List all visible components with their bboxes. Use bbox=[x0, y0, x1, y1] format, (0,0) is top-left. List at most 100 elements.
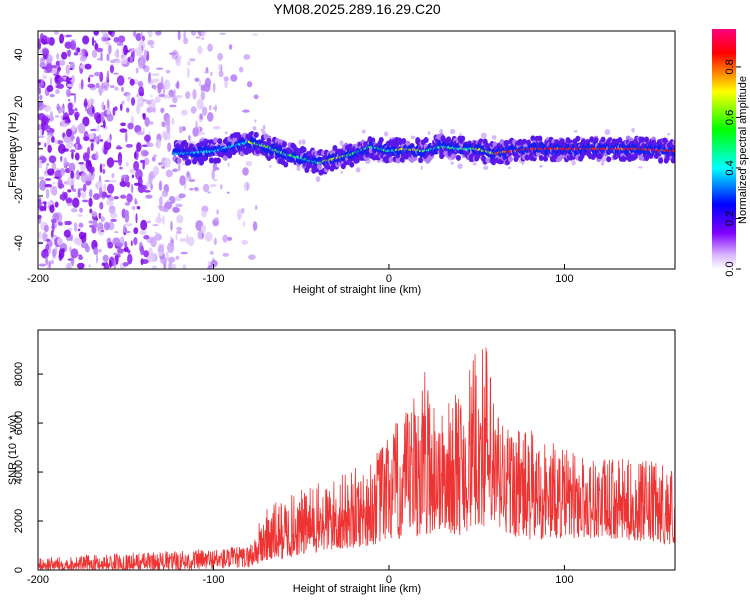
noise-blob bbox=[95, 82, 100, 89]
noise-blob bbox=[69, 246, 72, 253]
faint-speck bbox=[298, 139, 302, 146]
ridge-halo bbox=[246, 147, 252, 154]
noise-blob bbox=[137, 96, 145, 108]
noise-blob bbox=[167, 95, 171, 100]
ridge-halo bbox=[559, 138, 565, 145]
noise-blob bbox=[214, 104, 218, 112]
noise-blob bbox=[45, 244, 50, 251]
noise-blob bbox=[88, 189, 93, 198]
noise-blob bbox=[148, 173, 153, 185]
noise-blob bbox=[38, 214, 42, 219]
noise-blob bbox=[157, 252, 164, 256]
noise-blob bbox=[148, 252, 157, 263]
noise-blob bbox=[150, 236, 157, 248]
noise-blob bbox=[175, 94, 183, 99]
ridge-halo bbox=[507, 156, 513, 163]
noise-blob bbox=[75, 238, 82, 246]
noise-blob bbox=[213, 237, 217, 246]
noise-blob bbox=[66, 128, 72, 138]
noise-blob bbox=[41, 35, 48, 40]
noise-blob bbox=[207, 191, 211, 194]
noise-blob bbox=[91, 211, 98, 217]
noise-blob bbox=[139, 229, 147, 235]
colorbar-gradient bbox=[712, 29, 736, 269]
noise-blob bbox=[101, 163, 106, 168]
noise-blob bbox=[69, 61, 74, 66]
noise-blob bbox=[98, 134, 101, 141]
noise-blob bbox=[51, 186, 58, 196]
noise-blob bbox=[103, 120, 106, 129]
faint-speck bbox=[457, 163, 463, 170]
noise-blob bbox=[224, 131, 228, 135]
noise-blob bbox=[59, 59, 66, 66]
noise-blob bbox=[106, 53, 110, 62]
noise-blob bbox=[38, 230, 42, 240]
noise-blob bbox=[213, 125, 221, 130]
noise-blob bbox=[96, 124, 100, 132]
faint-speck bbox=[601, 157, 606, 163]
noise-blob bbox=[179, 175, 186, 186]
noise-blob bbox=[106, 157, 115, 168]
ridge-halo bbox=[639, 136, 645, 143]
noise-blob bbox=[192, 127, 199, 137]
noise-blob bbox=[49, 204, 55, 214]
ridge-halo bbox=[617, 137, 623, 144]
noise-blob bbox=[201, 106, 208, 116]
noise-blob bbox=[195, 120, 198, 131]
noise-blob bbox=[116, 248, 124, 254]
noise-blob bbox=[78, 222, 84, 228]
noise-blob bbox=[154, 233, 162, 241]
noise-blob bbox=[148, 72, 152, 79]
noise-blob bbox=[126, 181, 131, 188]
snr-y-tick-label: 0 bbox=[13, 567, 25, 573]
noise-blob bbox=[38, 38, 41, 44]
noise-blob bbox=[228, 44, 233, 50]
faint-speck bbox=[420, 165, 423, 170]
ridge-halo bbox=[542, 155, 548, 162]
noise-blob bbox=[102, 254, 109, 263]
noise-blob bbox=[55, 89, 60, 95]
faint-speck bbox=[355, 167, 361, 173]
noise-blob bbox=[38, 263, 47, 267]
ridge-halo bbox=[316, 163, 322, 170]
noise-blob bbox=[152, 224, 159, 227]
noise-blob bbox=[121, 176, 125, 185]
noise-blob bbox=[102, 81, 109, 91]
noise-blob bbox=[117, 35, 126, 43]
ridge-halo bbox=[213, 137, 219, 144]
ridge-halo bbox=[354, 157, 360, 164]
noise-blob bbox=[158, 162, 163, 166]
noise-blob bbox=[136, 93, 139, 98]
noise-blob bbox=[241, 207, 245, 214]
noise-blob bbox=[80, 162, 87, 172]
noise-blob bbox=[142, 113, 146, 120]
noise-blob bbox=[135, 46, 143, 57]
noise-blob bbox=[85, 52, 89, 57]
noise-blob bbox=[144, 134, 151, 142]
noise-blob bbox=[96, 47, 104, 53]
noise-blob bbox=[38, 135, 45, 138]
noise-blob bbox=[207, 112, 214, 122]
noise-blob bbox=[82, 116, 90, 127]
ridge-halo bbox=[621, 155, 627, 162]
noise-blob bbox=[147, 142, 154, 148]
faint-speck bbox=[439, 128, 444, 135]
noise-blob bbox=[45, 178, 52, 181]
noise-blob bbox=[87, 83, 96, 88]
noise-blob bbox=[197, 45, 203, 55]
noise-blob bbox=[58, 248, 65, 259]
noise-blob bbox=[210, 259, 218, 268]
faint-speck bbox=[571, 160, 576, 166]
noise-blob bbox=[127, 253, 133, 265]
noise-blob bbox=[59, 33, 65, 44]
noise-blob bbox=[143, 49, 148, 57]
noise-blob bbox=[168, 195, 176, 205]
ridge-halo bbox=[217, 138, 223, 145]
noise-blob bbox=[208, 104, 212, 111]
noise-blob bbox=[98, 248, 102, 253]
noise-blob bbox=[126, 107, 130, 113]
noise-blob bbox=[57, 143, 66, 154]
ridge-halo bbox=[423, 137, 429, 144]
colorbar-tick-label: 0.6 bbox=[724, 110, 736, 125]
